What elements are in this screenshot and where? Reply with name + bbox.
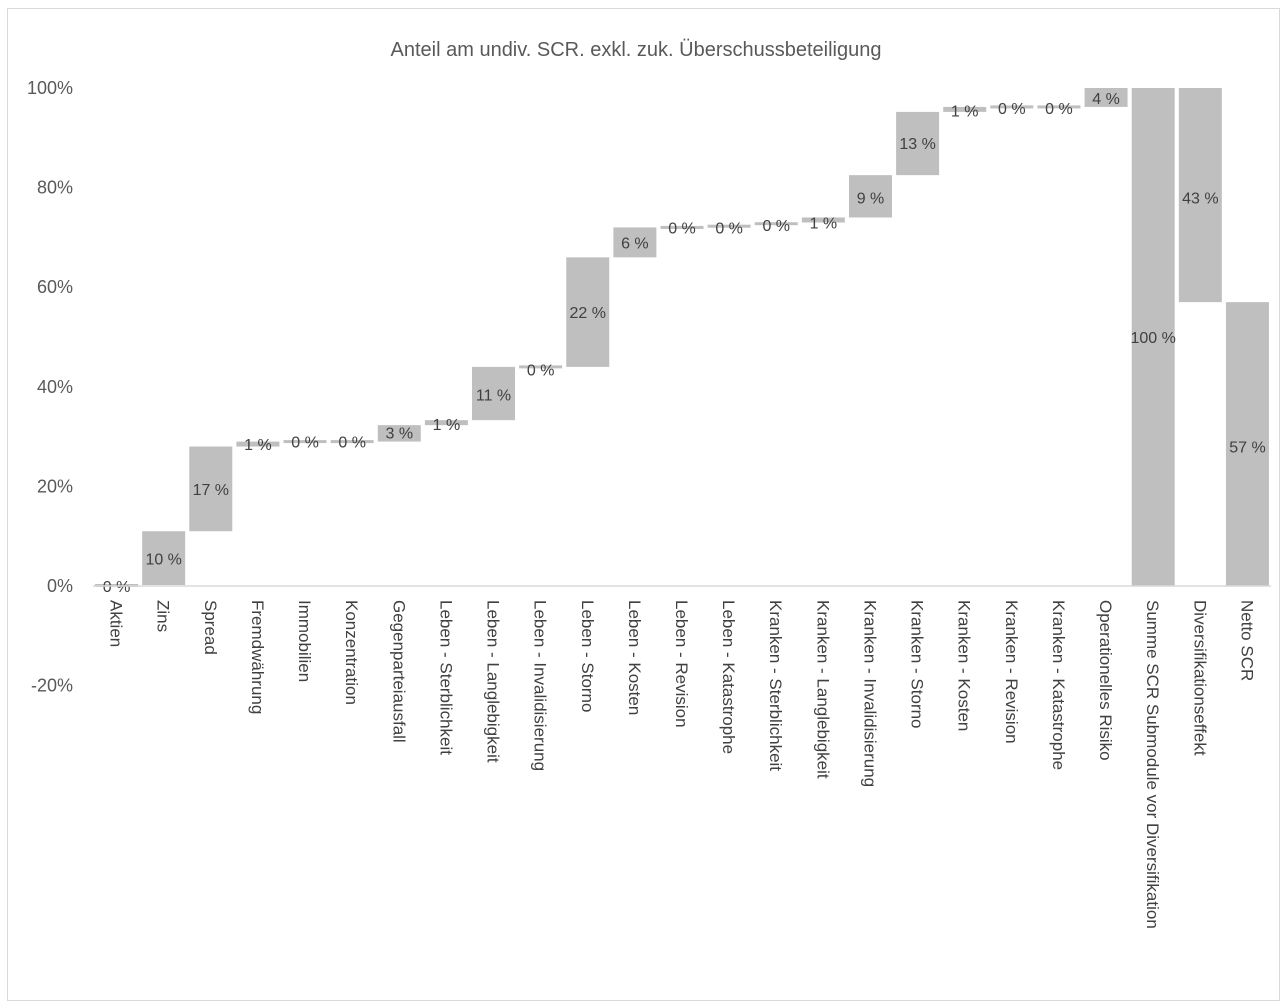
bar — [1178, 88, 1222, 303]
category-label: Leben - Langlebigkeit — [484, 600, 503, 763]
data-label: 100 % — [1131, 330, 1176, 347]
bar — [189, 446, 233, 532]
data-label: 0 % — [715, 220, 743, 237]
y-tick-label: 80% — [37, 178, 73, 198]
data-label: 0 % — [103, 579, 131, 596]
data-label: 1 % — [244, 437, 272, 454]
data-label: 0 % — [527, 362, 555, 379]
x-axis: Aktien Zins Spread Fremdwährung Immobilien Ko… — [93, 585, 1271, 929]
bar — [377, 425, 421, 442]
data-label: 0 % — [762, 218, 790, 235]
bar — [990, 105, 1034, 109]
bar — [613, 227, 657, 258]
y-tick-label: 60% — [37, 277, 73, 297]
data-label: 13 % — [899, 136, 935, 153]
bar — [896, 111, 940, 176]
data-label: 17 % — [193, 482, 229, 499]
bar — [660, 225, 704, 229]
category-label: Netto SCR — [1237, 600, 1256, 681]
data-labels: 0 % 10 % 17 % 1 % 0 % 0 % 3 % 1 % 11 % 0 % 22 % 6 %… — [103, 91, 1266, 596]
category-label: Kranken - Revision — [1002, 600, 1021, 744]
bar — [848, 175, 892, 218]
y-tick-label: 100% — [27, 78, 73, 98]
data-label: 22 % — [570, 305, 606, 322]
chart-frame: Anteil am undiv. SCR. exkl. zuk. Übersch… — [7, 8, 1280, 1001]
bar — [707, 224, 751, 228]
bar — [283, 440, 327, 444]
bar — [330, 440, 374, 444]
data-label: 0 % — [668, 220, 696, 237]
bar — [1084, 88, 1128, 107]
y-tick-label: 20% — [37, 476, 73, 496]
category-label: Gegenparteiausfall — [389, 600, 408, 743]
data-label: 1 % — [810, 215, 838, 232]
data-label: 6 % — [621, 235, 649, 252]
category-label: Kranken - Storno — [908, 600, 927, 729]
bar — [236, 441, 280, 447]
y-tick-label: -20% — [31, 676, 73, 696]
y-tick-label: 40% — [37, 377, 73, 397]
category-label: Operationelles Risiko — [1096, 600, 1115, 761]
bar — [943, 106, 987, 112]
category-label: Diversifikationseffekt — [1190, 600, 1209, 756]
bar — [1131, 88, 1175, 586]
category-label: Spread — [201, 600, 220, 655]
chart-title: Anteil am undiv. SCR. exkl. zuk. Übersch… — [391, 39, 882, 61]
bar — [566, 257, 610, 367]
category-label: Kranken - Invalidisierung — [860, 600, 879, 787]
category-label: Kranken - Kosten — [955, 600, 974, 731]
data-label: 9 % — [857, 191, 885, 208]
category-label: Leben - Sterblichkeit — [436, 600, 455, 755]
category-label: Konzentration — [342, 600, 361, 705]
data-label: 10 % — [145, 552, 181, 569]
bar — [472, 366, 516, 421]
waterfall-chart: Anteil am undiv. SCR. exkl. zuk. Übersch… — [27, 39, 1271, 929]
category-label: Leben - Revision — [672, 600, 691, 728]
data-label: 3 % — [385, 426, 413, 443]
bar — [142, 531, 186, 586]
data-label: 4 % — [1092, 91, 1120, 108]
data-label: 1 % — [433, 417, 461, 434]
category-label: Summe SCR Submodule vor Diversifikation — [1143, 600, 1162, 929]
bar — [1225, 302, 1269, 586]
data-label: 0 % — [338, 435, 366, 452]
category-label: Kranken - Sterblichkeit — [766, 600, 785, 771]
category-label: Leben - Kosten — [625, 600, 644, 715]
category-label: Aktien — [107, 600, 126, 647]
data-label: 57 % — [1229, 440, 1265, 457]
data-label: 43 % — [1182, 191, 1218, 208]
category-label: Leben - Storno — [578, 600, 597, 712]
y-tick-label: 0% — [47, 576, 73, 596]
bar — [754, 222, 798, 226]
data-label: 11 % — [476, 387, 511, 404]
category-label: Kranken - Katastrophe — [1049, 600, 1068, 770]
bar — [1037, 105, 1081, 109]
bar — [519, 365, 563, 369]
category-label: Immobilien — [295, 600, 314, 682]
y-axis: -20% 0% 20% 40% 60% 80% 100% — [27, 78, 73, 696]
category-label: Fremdwährung — [248, 600, 267, 714]
category-label: Leben - Invalidisierung — [531, 600, 550, 771]
data-label: 0 % — [1045, 101, 1073, 118]
category-label: Kranken - Langlebigkeit — [813, 600, 832, 779]
data-label: 1 % — [951, 103, 979, 120]
bar — [424, 420, 468, 426]
data-label: 0 % — [291, 435, 319, 452]
category-label: Leben - Katastrophe — [719, 600, 738, 754]
category-label: Zins — [154, 600, 173, 632]
data-label: 0 % — [998, 101, 1026, 118]
bar — [801, 217, 845, 223]
bars — [95, 88, 1269, 588]
